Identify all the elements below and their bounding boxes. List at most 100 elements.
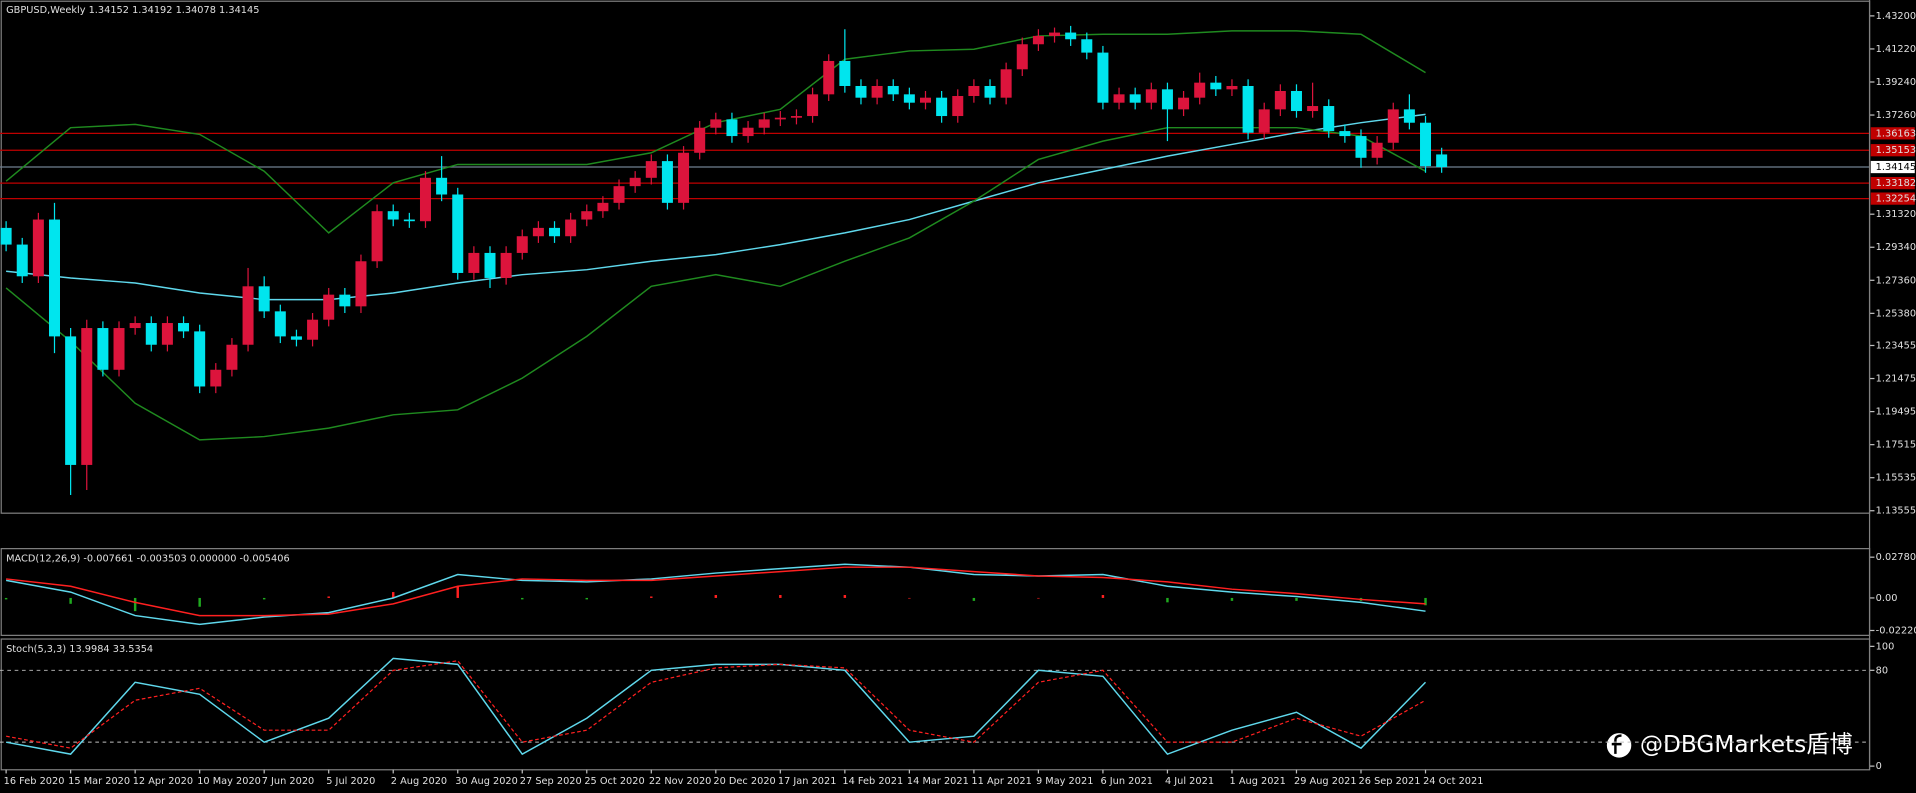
candle-body <box>468 252 480 273</box>
level-label: 1.36163 <box>1876 128 1916 139</box>
y-tick-label: 80 <box>1876 665 1888 676</box>
y-tick-label: 1.37260 <box>1876 110 1916 121</box>
candle-body <box>1323 106 1335 132</box>
candle-body <box>1420 122 1432 167</box>
candle-body <box>500 252 512 278</box>
level-label-box <box>1870 127 1915 140</box>
candle-body <box>1210 82 1222 90</box>
watermark-icon-glyph <box>1611 734 1622 754</box>
candle-body <box>710 119 722 128</box>
x-tick-label: 16 Feb 2020 <box>4 776 65 787</box>
y-tick-label: 0 <box>1876 761 1882 772</box>
x-tick-label: 9 May 2021 <box>1036 776 1093 787</box>
candle-body <box>129 323 141 329</box>
candle-body <box>1258 109 1270 133</box>
y-tick-label: 1.17515 <box>1876 440 1916 451</box>
candle-body <box>532 227 544 237</box>
candle-body <box>178 323 190 332</box>
candle-body <box>1000 69 1012 98</box>
y-tick-label: 1.27360 <box>1876 275 1916 286</box>
histogram-bar <box>650 596 653 598</box>
y-tick-label: 1.15535 <box>1876 473 1916 484</box>
candle-body <box>1226 85 1238 90</box>
histogram-bar <box>585 597 588 600</box>
level-label: 1.32254 <box>1876 194 1916 205</box>
candle-body <box>855 85 867 98</box>
x-tick-label: 26 Sep 2021 <box>1359 776 1421 787</box>
stoch-title: Stoch(5,3,3) 13.9984 33.5354 <box>6 644 153 655</box>
candle-body <box>436 177 448 195</box>
indicator-line <box>6 566 1426 617</box>
candle-body <box>807 94 819 117</box>
candle-body <box>919 97 931 103</box>
histogram-bar <box>908 597 911 599</box>
candle-body <box>419 177 431 222</box>
candle-body <box>274 311 286 337</box>
candle-body <box>290 336 302 340</box>
candle-body <box>371 211 383 262</box>
candle-body <box>48 219 60 337</box>
x-tick-label: 11 Apr 2021 <box>971 776 1031 787</box>
candle-body <box>1032 35 1044 45</box>
candle-body <box>1242 85 1254 133</box>
x-tick-label: 14 Mar 2021 <box>907 776 969 787</box>
candle-body <box>1355 136 1367 158</box>
y-tick-label: 1.29340 <box>1876 242 1916 253</box>
y-tick-label: 1.21475 <box>1876 374 1916 385</box>
level-label-box <box>1870 144 1915 157</box>
level-label-box <box>1870 177 1915 190</box>
candle-body <box>97 328 109 370</box>
x-tick-label: 5 Jul 2020 <box>326 776 375 787</box>
y-tick-label: 100 <box>1876 641 1895 652</box>
candle-body <box>984 85 996 98</box>
level-label-box <box>1870 192 1915 205</box>
x-tick-label: 14 Feb 2021 <box>842 776 903 787</box>
histogram-bar <box>1230 597 1234 601</box>
candle-body <box>1016 44 1028 70</box>
candle-body <box>194 331 206 387</box>
x-tick-label: 24 Oct 2021 <box>1423 776 1483 787</box>
candle-body <box>629 177 641 187</box>
candle-body <box>952 96 964 117</box>
indicator-line <box>5 563 1426 626</box>
candle-body <box>645 161 657 178</box>
histogram-bar <box>521 597 524 600</box>
candle-body <box>210 369 222 387</box>
y-tick-label: 1.31320 <box>1876 209 1916 220</box>
candle-body <box>1194 82 1206 98</box>
x-tick-label: 6 Jun 2021 <box>1100 776 1153 787</box>
candle-body <box>484 252 496 278</box>
candle-body <box>32 219 44 277</box>
candle-body <box>65 336 77 465</box>
histogram-bar <box>972 597 976 601</box>
x-tick-label: 2 Aug 2020 <box>391 776 447 787</box>
candle-body <box>565 219 577 237</box>
candle-body <box>1178 97 1190 110</box>
x-tick-label: 7 Jun 2020 <box>262 776 315 787</box>
candle-body <box>726 119 738 137</box>
candle-body <box>258 286 270 312</box>
histogram-bar <box>456 586 459 598</box>
x-tick-label: 27 Sep 2020 <box>520 776 582 787</box>
candle-body <box>742 127 754 137</box>
candle-body <box>1339 131 1351 137</box>
candle-body <box>1129 94 1141 103</box>
candle-body <box>661 161 673 203</box>
candle-body <box>387 211 399 220</box>
candle-body <box>871 85 883 98</box>
macd-title: MACD(12,26,9) -0.007661 -0.003503 0.0000… <box>6 553 290 564</box>
histogram-bar <box>779 595 782 598</box>
x-tick-label: 29 Aug 2021 <box>1294 776 1357 787</box>
level-label: 1.33182 <box>1876 178 1916 189</box>
candle-body <box>758 119 770 128</box>
candle-body <box>516 236 528 253</box>
candle-body <box>1436 154 1448 168</box>
candle-body <box>145 323 157 345</box>
candle-body <box>113 328 125 370</box>
y-tick-label: 0.027803 <box>1876 552 1916 563</box>
candle-body <box>678 152 690 203</box>
candle-body <box>887 85 899 95</box>
histogram-bar <box>1166 597 1169 603</box>
histogram-bar <box>714 595 718 598</box>
candle-body <box>774 117 786 120</box>
